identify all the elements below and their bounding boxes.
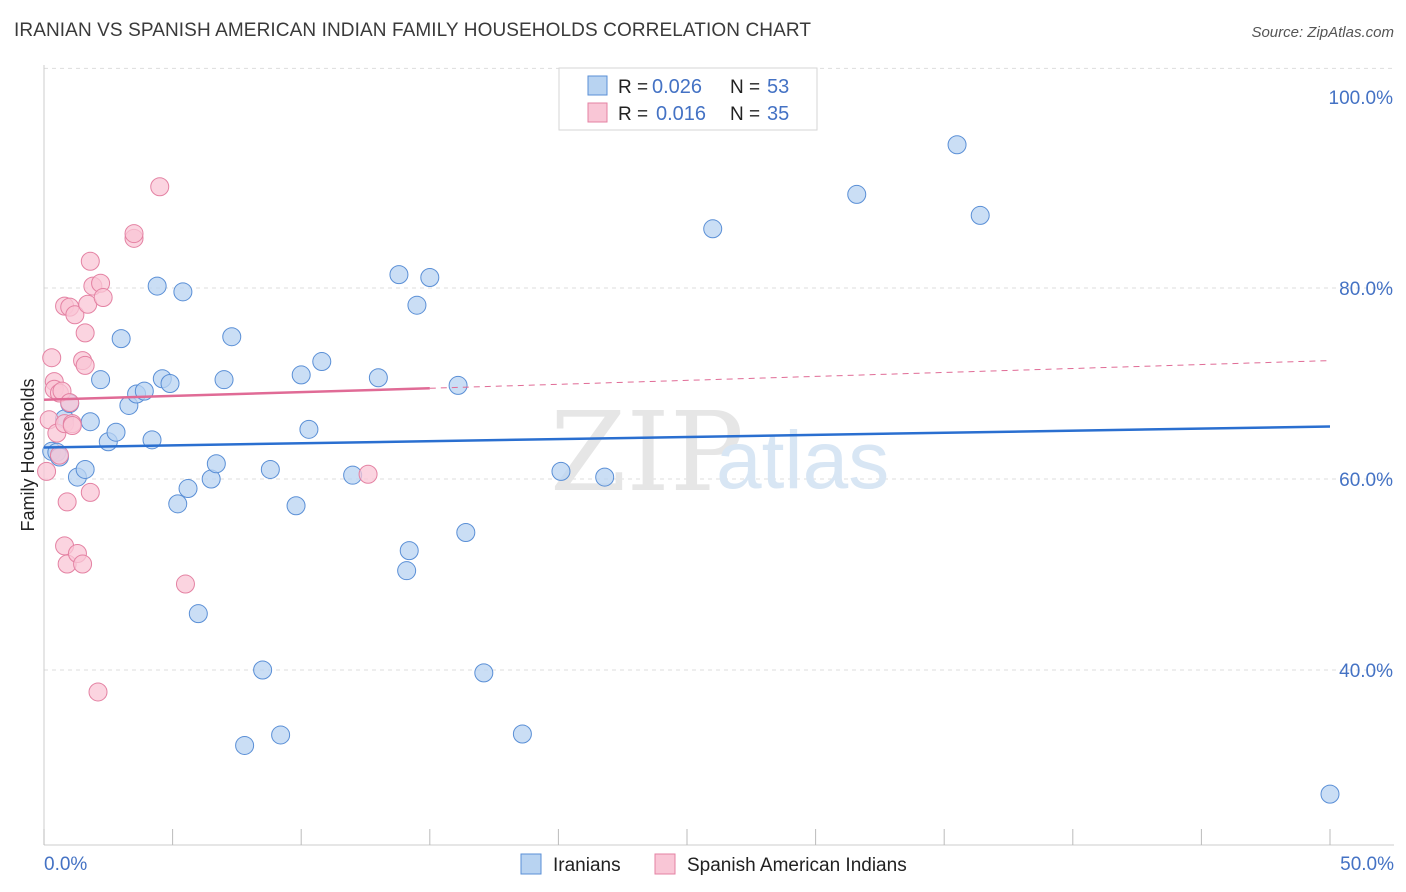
point-iranians-21 [178, 479, 198, 499]
bottom-legend: Iranians Spanish American Indians [520, 853, 907, 876]
point-spanish-american-indians-2 [42, 348, 62, 368]
point-iranians-39 [399, 541, 419, 561]
x-tick-label-max: 50.0% [1340, 854, 1394, 875]
legend-r-value-2: 0.016 [656, 103, 706, 125]
point-iranians-25 [214, 370, 234, 390]
legend-n-label-2: N = [730, 104, 760, 125]
legend-swatch-iranians [587, 75, 608, 96]
point-iranians-46 [551, 461, 571, 481]
point-iranians-29 [260, 459, 280, 479]
watermark-atlas: atlas [716, 415, 889, 506]
bottom-legend-label-spanish-american-indians: Spanish American Indians [687, 855, 907, 876]
point-spanish-american-indians-26 [80, 251, 100, 271]
point-iranians-32 [291, 365, 311, 385]
point-iranians-18 [160, 374, 180, 393]
point-spanish-american-indians-17 [62, 416, 82, 436]
point-iranians-16 [147, 276, 167, 296]
point-iranians-44 [474, 663, 494, 683]
point-spanish-american-indians-32 [124, 224, 144, 244]
trend-line-spanish-american-indians-extended [429, 360, 1331, 389]
top-legend: R = 0.026 N = 53 R = 0.016 N = 35 [558, 67, 818, 131]
point-spanish-american-indians-0 [37, 461, 57, 481]
point-iranians-22 [188, 604, 208, 624]
point-spanish-american-indians-34 [175, 574, 195, 594]
point-spanish-american-indians-25 [80, 482, 100, 502]
point-iranians-48 [703, 219, 723, 239]
point-iranians-28 [253, 660, 273, 680]
point-iranians-43 [456, 522, 476, 542]
point-iranians-20 [173, 282, 193, 302]
y-axis-title: Family Households [18, 378, 38, 531]
point-spanish-american-indians-33 [150, 177, 170, 197]
point-iranians-27 [235, 735, 255, 755]
point-iranians-34 [312, 352, 332, 372]
point-iranians-6 [75, 459, 95, 479]
point-iranians-15 [142, 430, 162, 450]
point-iranians-19 [168, 494, 188, 514]
point-iranians-38 [397, 561, 417, 581]
legend-n-value-1: 53 [767, 76, 789, 98]
point-iranians-40 [407, 295, 427, 315]
point-iranians-49 [847, 184, 867, 204]
legend-swatch-spanish-american-indians [587, 102, 608, 123]
bottom-legend-swatch-spanish-american-indians [654, 853, 676, 875]
watermark: ZIP atlas [550, 388, 889, 516]
point-iranians-37 [389, 265, 409, 285]
point-spanish-american-indians-14 [60, 393, 80, 413]
legend-n-value-2: 35 [767, 103, 789, 125]
y-tick-labels: 100.0% 80.0% 60.0% 40.0% [1329, 88, 1394, 682]
legend-n-label-1: N = [730, 77, 760, 98]
point-spanish-american-indians-21 [73, 554, 93, 574]
legend-r-label-2: R = [618, 104, 648, 125]
legend-r-value-1: 0.026 [652, 76, 702, 98]
y-tick-label-60: 60.0% [1339, 470, 1393, 491]
point-iranians-30 [271, 725, 291, 745]
point-iranians-42 [448, 375, 468, 395]
chart-title: IRANIAN VS SPANISH AMERICAN INDIAN FAMIL… [14, 20, 812, 41]
point-iranians-31 [286, 496, 306, 516]
trend-lines [43, 360, 1331, 449]
point-iranians-50 [947, 135, 967, 155]
x-tick-label-min: 0.0% [44, 854, 87, 875]
point-spanish-american-indians-23 [75, 323, 95, 343]
point-iranians-8 [91, 370, 111, 390]
point-spanish-american-indians-6 [49, 445, 69, 465]
chart-source: Source: ZipAtlas.com [1251, 24, 1394, 41]
point-iranians-51 [970, 205, 990, 225]
y-tick-label-100: 100.0% [1329, 88, 1394, 109]
point-iranians-10 [106, 422, 126, 442]
point-iranians-36 [368, 368, 388, 388]
point-iranians-33 [299, 419, 319, 439]
point-iranians-26 [222, 327, 242, 347]
point-iranians-11 [111, 329, 131, 349]
point-spanish-american-indians-13 [57, 492, 77, 512]
legend-r-label-1: R = [618, 77, 648, 98]
y-tick-label-40: 40.0% [1339, 661, 1393, 682]
point-iranians-7 [80, 412, 100, 432]
point-spanish-american-indians-35 [358, 464, 378, 484]
point-spanish-american-indians-18 [65, 305, 85, 325]
trend-line-iranians [43, 425, 1331, 449]
point-iranians-47 [595, 467, 615, 487]
bottom-legend-swatch-iranians [520, 853, 542, 875]
point-iranians-45 [512, 724, 532, 744]
point-spanish-american-indians-28 [88, 682, 108, 702]
watermark-zip: ZIP [550, 388, 744, 516]
bottom-legend-label-iranians: Iranians [553, 855, 621, 876]
point-iranians-52 [1320, 784, 1340, 804]
point-spanish-american-indians-30 [93, 288, 113, 308]
y-tick-label-80: 80.0% [1339, 279, 1393, 300]
point-iranians-41 [420, 267, 440, 287]
gridlines [44, 67, 1394, 671]
point-spanish-american-indians-22 [75, 355, 95, 375]
trend-line-spanish-american-indians [43, 387, 430, 401]
point-iranians-24 [206, 454, 226, 474]
